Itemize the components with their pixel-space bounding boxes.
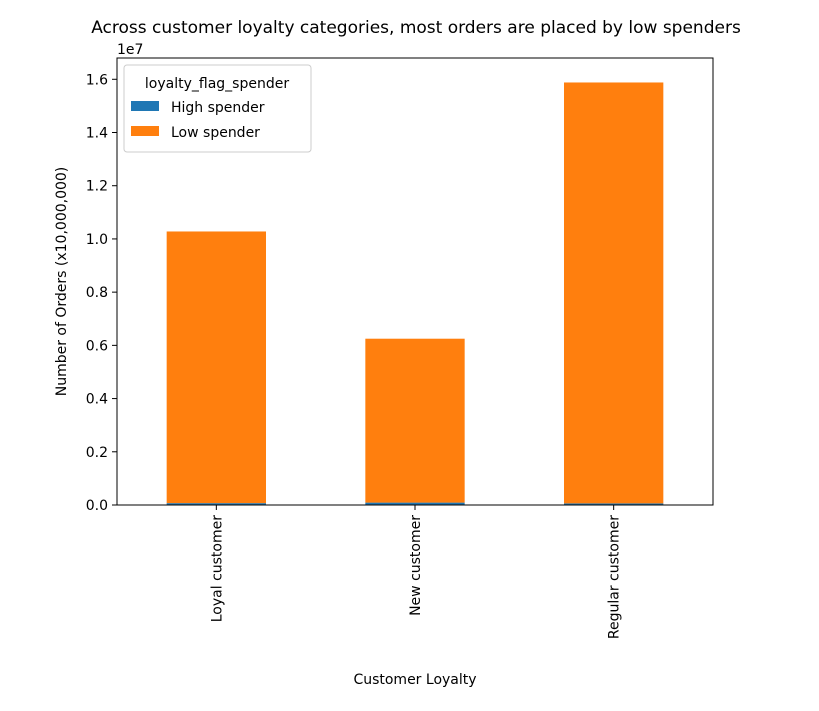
bar-low-spender-1 [365,338,465,503]
legend-box [123,64,312,153]
y-tick-label: 1.2 [86,179,108,195]
legend: loyalty_flag_spender High spender Low spen… [123,64,312,153]
legend-label-high-spender: High spender [171,100,265,116]
y-tick-label: 1.0 [86,232,108,248]
y-tick-label: 0.4 [86,392,108,408]
y-tick-label: 0.6 [86,338,108,354]
legend-swatch-high-spender [131,101,159,111]
x-axis-label: Customer Loyalty [353,672,476,688]
y-tick-label: 0.2 [86,445,108,461]
y-offset-label: 1e7 [117,42,143,58]
chart-title: Across customer loyalty categories, most… [91,18,741,38]
plot-frame [116,57,714,506]
x-axis: Loyal customer New customer Regular custom… [209,505,623,639]
bar-low-spender-2 [564,82,664,504]
legend-title: loyalty_flag_spender [145,76,289,92]
y-tick-label: 1.4 [86,126,108,142]
bar-low-spender-0 [166,231,266,504]
legend-swatch-low-spender [131,126,159,136]
bar-high-spender-0 [166,503,266,505]
bars-group [166,82,664,505]
legend-label-low-spender: Low spender [171,125,260,141]
bar-high-spender-1 [365,502,465,505]
y-tick-label: 0.0 [86,498,108,514]
bar-high-spender-2 [564,503,664,505]
x-tick-label: Loyal customer [209,515,225,622]
y-axis: 0.0 0.2 0.4 0.6 0.8 1.0 1.2 1.4 1.6 [86,72,117,514]
y-tick-label: 1.6 [86,72,108,88]
x-tick-label: Regular customer [607,515,623,639]
x-tick-label: New customer [408,515,424,616]
y-axis-label: Number of Orders (x10,000,000) [54,167,70,397]
y-tick-label: 0.8 [86,285,108,301]
